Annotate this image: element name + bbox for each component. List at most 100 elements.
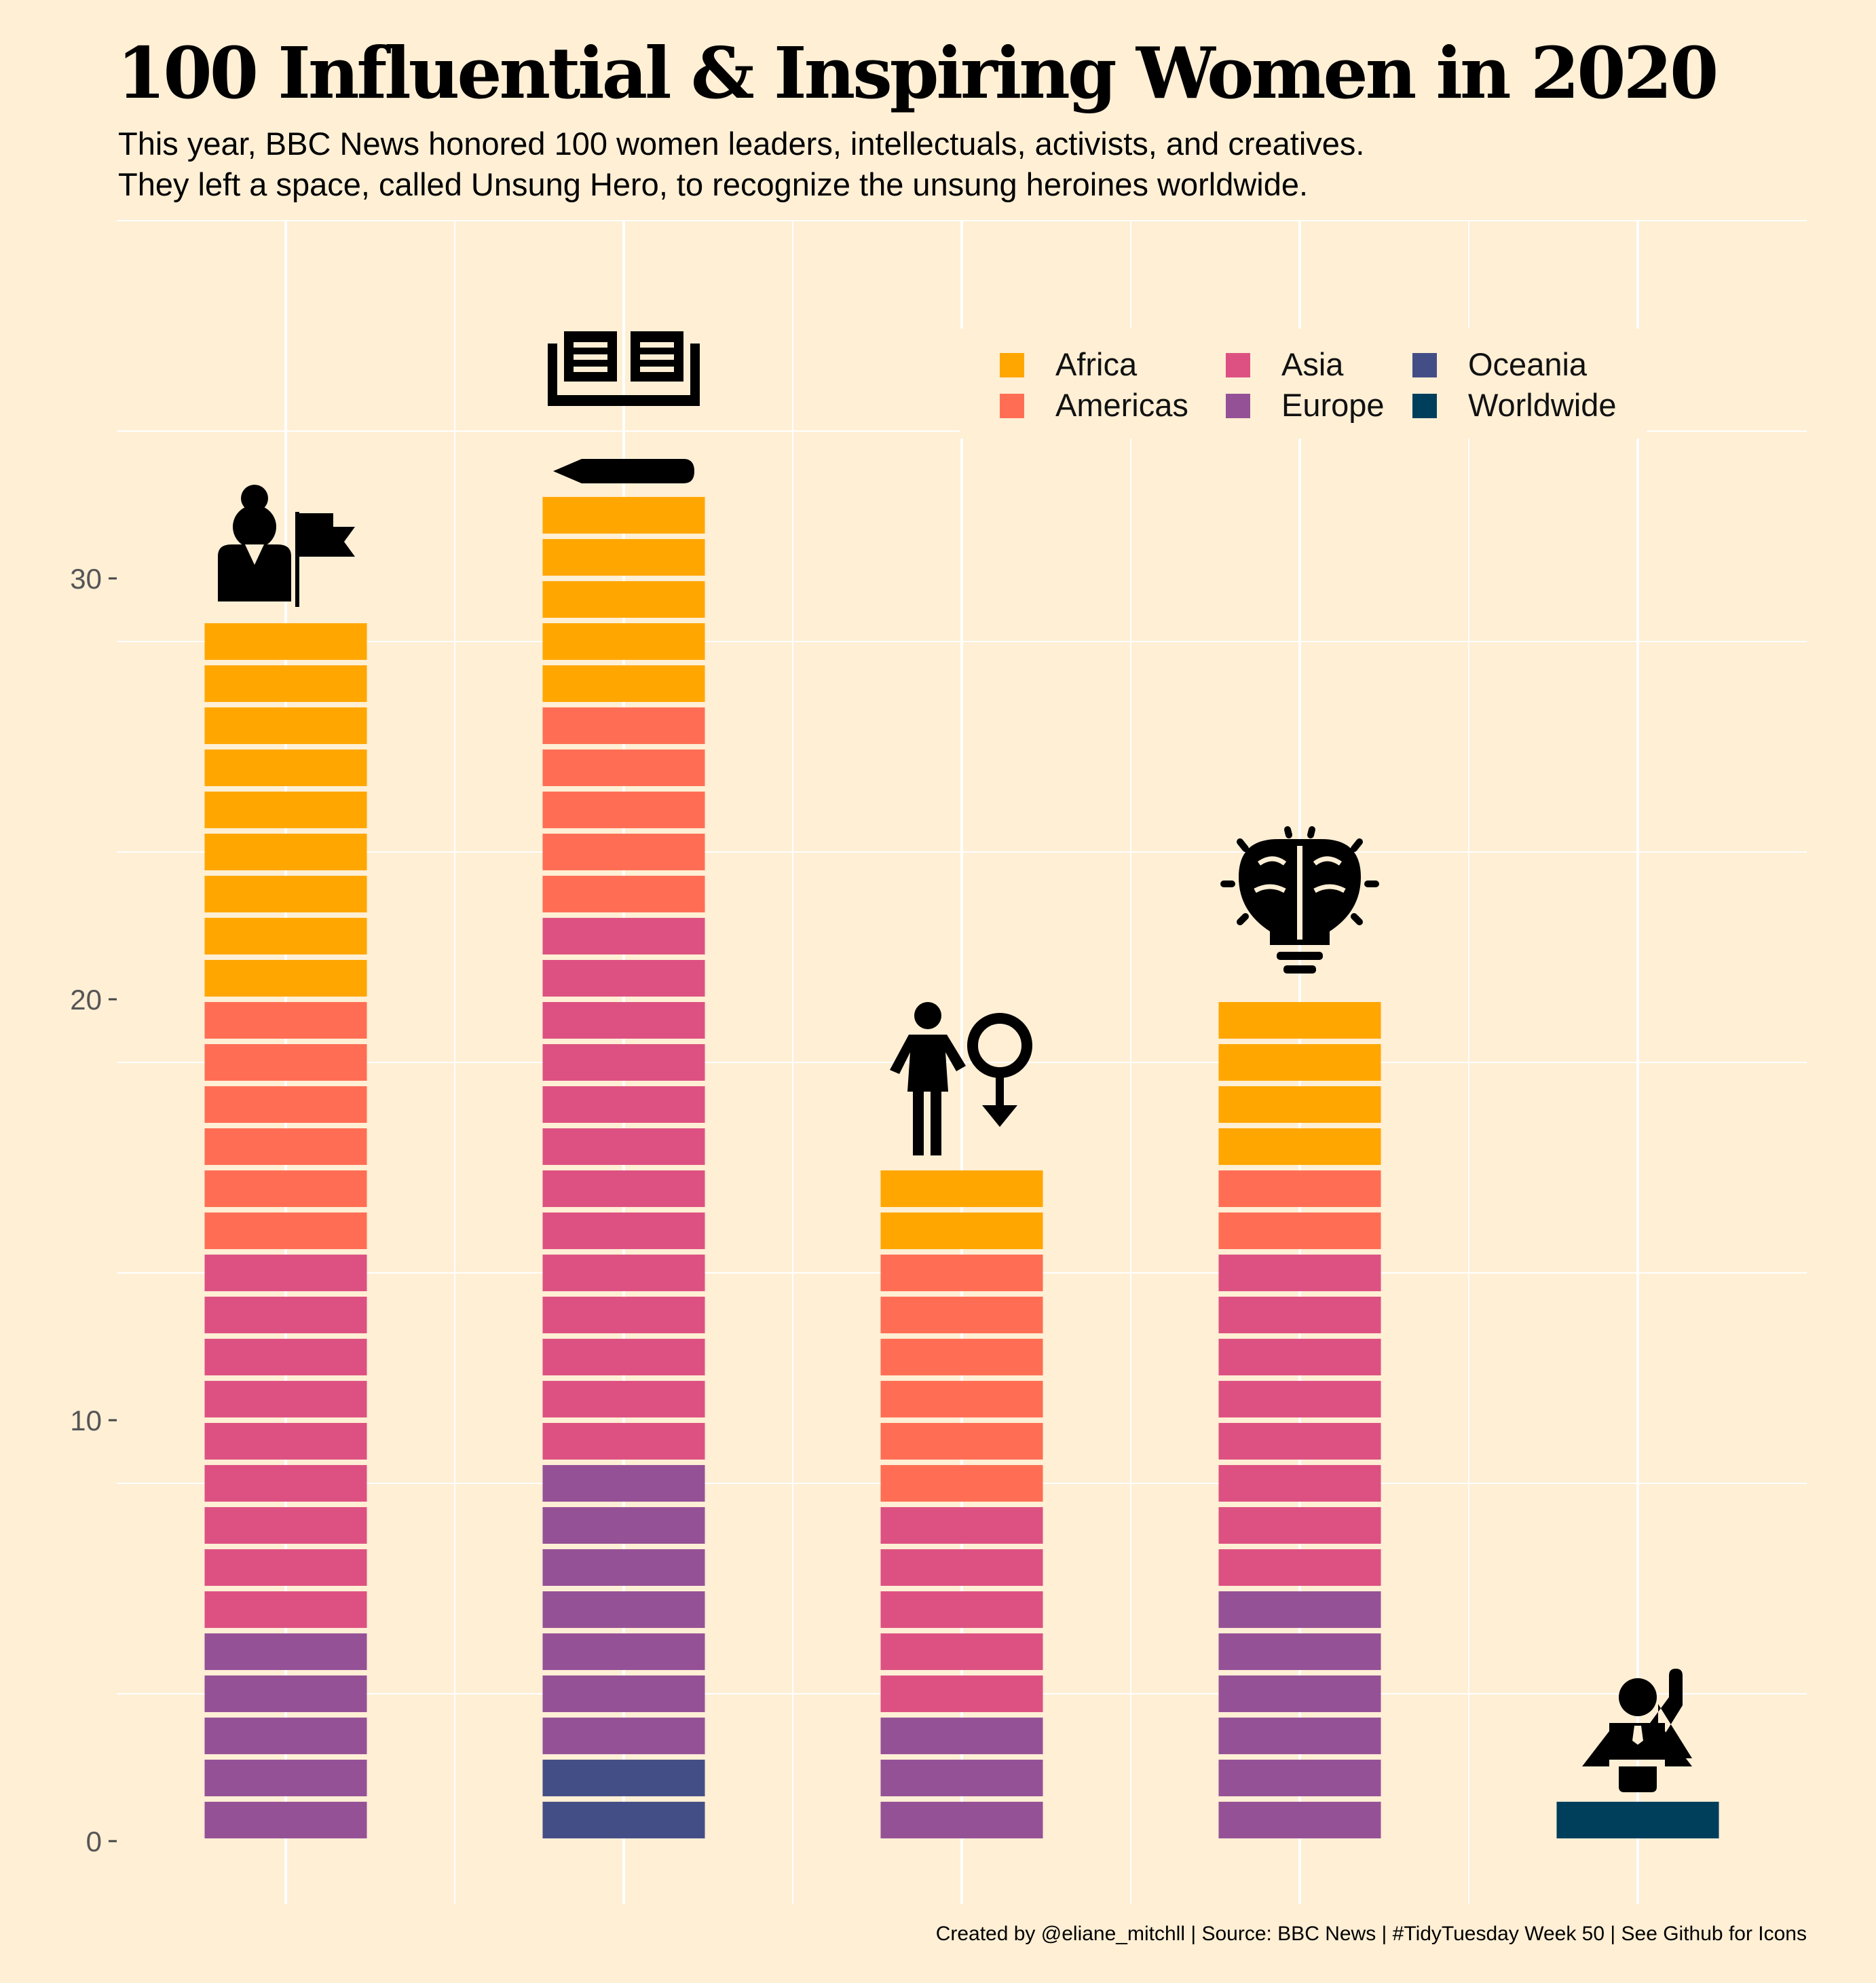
bar-block-africa: [1218, 1086, 1381, 1123]
bar-block-europe: [1218, 1760, 1381, 1796]
bar-block-americas: [880, 1465, 1043, 1502]
legend-swatch-africa: [1000, 353, 1024, 377]
bar-block-asia: [542, 1255, 705, 1291]
bar-block-americas: [542, 749, 705, 786]
legend-label-africa: Africa: [1055, 346, 1138, 382]
subtitle-line-2: They left a space, called Unsung Hero, t…: [118, 166, 1309, 202]
brain-icon: [1220, 826, 1379, 974]
bar-block-africa: [204, 749, 367, 786]
bar-block-europe: [204, 1802, 367, 1838]
bar-block-asia: [1218, 1381, 1381, 1417]
bar-block-africa: [542, 497, 705, 534]
bar-block-asia: [204, 1591, 367, 1628]
bar-block-europe: [542, 1675, 705, 1712]
legend-swatch-oceania: [1412, 353, 1437, 377]
bar-block-asia: [880, 1507, 1043, 1544]
bar-block-americas: [204, 1044, 367, 1081]
bar-block-africa: [204, 792, 367, 828]
bar-block-asia: [542, 1170, 705, 1207]
bar-block-americas: [542, 834, 705, 870]
bar-block-europe: [880, 1760, 1043, 1796]
bar-block-africa: [542, 665, 705, 702]
legend-swatch-asia: [1226, 353, 1250, 377]
bar-block-asia: [542, 1086, 705, 1123]
legend-swatch-americas: [1000, 394, 1024, 418]
bar-block-africa: [204, 918, 367, 955]
bar-block-europe: [1218, 1718, 1381, 1754]
bar-block-americas: [542, 707, 705, 744]
legend-label-europe: Europe: [1281, 387, 1385, 423]
bar-block-asia: [204, 1549, 367, 1586]
bar-block-africa: [880, 1212, 1043, 1249]
book-icon: [548, 331, 700, 483]
bar-block-asia: [204, 1339, 367, 1375]
bar-block-asia: [542, 1128, 705, 1165]
bar-block-africa: [204, 707, 367, 744]
bar-block-asia: [204, 1465, 367, 1502]
bar-block-americas: [204, 1128, 367, 1165]
legend-swatch-worldwide: [1412, 394, 1437, 418]
bar-block-americas: [542, 792, 705, 828]
bar-block-americas: [880, 1255, 1043, 1291]
bar-block-europe: [204, 1675, 367, 1712]
bar-block-americas: [1218, 1212, 1381, 1249]
bar-block-asia: [1218, 1423, 1381, 1460]
bar-block-asia: [880, 1633, 1043, 1670]
bar-block-europe: [542, 1507, 705, 1544]
chart-subtitle: This year, BBC News honored 100 women le…: [118, 124, 1365, 205]
bar-block-europe: [1218, 1633, 1381, 1670]
bar-block-asia: [204, 1423, 367, 1460]
bar-block-africa: [542, 539, 705, 576]
bar-block-asia: [204, 1255, 367, 1291]
y-tick-label: 20: [70, 984, 102, 1016]
bar-block-asia: [542, 1423, 705, 1460]
y-tick-label: 30: [70, 563, 102, 595]
bar-block-asia: [542, 918, 705, 955]
bar-block-europe: [542, 1633, 705, 1670]
legend: Africa Americas Asia Europe Oceania Worldwide: [960, 329, 1647, 439]
bar-block-europe: [542, 1591, 705, 1628]
bar-block-americas: [542, 876, 705, 912]
bar-block-asia: [204, 1297, 367, 1333]
legend-label-asia: Asia: [1281, 346, 1344, 382]
bar-block-africa: [204, 665, 367, 702]
bar-block-americas: [204, 1086, 367, 1123]
bar-block-europe: [542, 1549, 705, 1586]
bar-block-americas: [204, 1212, 367, 1249]
bar-block-asia: [204, 1381, 367, 1417]
bars: [204, 497, 1719, 1838]
bar-block-africa: [204, 834, 367, 870]
bar-block-africa: [204, 876, 367, 912]
bar-block-africa: [880, 1170, 1043, 1207]
bar-block-asia: [880, 1591, 1043, 1628]
bar-block-asia: [542, 1002, 705, 1039]
legend-label-oceania: Oceania: [1468, 346, 1588, 382]
bar-block-africa: [204, 623, 367, 660]
chart-title: 100 Influential & Inspiring Women in 202…: [117, 31, 1719, 115]
y-tick-label: 10: [70, 1405, 102, 1437]
bar-block-asia: [1218, 1255, 1381, 1291]
bar-block-americas: [880, 1339, 1043, 1375]
bar-block-asia: [542, 1212, 705, 1249]
bar-block-africa: [542, 581, 705, 618]
bar-block-asia: [542, 1297, 705, 1333]
bar-block-asia: [204, 1507, 367, 1544]
bar-block-worldwide: [1556, 1802, 1719, 1838]
bar-block-europe: [880, 1802, 1043, 1838]
bar-block-africa: [542, 623, 705, 660]
bar-block-asia: [1218, 1465, 1381, 1502]
legend-label-worldwide: Worldwide: [1468, 387, 1617, 423]
unsung-hero-icon: [1582, 1669, 1692, 1792]
bar-block-africa: [1218, 1044, 1381, 1081]
bar-block-asia: [880, 1549, 1043, 1586]
bar-block-oceania: [542, 1802, 705, 1838]
bar-block-americas: [1218, 1170, 1381, 1207]
bar-block-europe: [542, 1465, 705, 1502]
bar-block-europe: [1218, 1591, 1381, 1628]
bar-block-africa: [1218, 1002, 1381, 1039]
bar-block-asia: [1218, 1549, 1381, 1586]
bar-block-europe: [204, 1718, 367, 1754]
legend-background: [960, 329, 1647, 439]
